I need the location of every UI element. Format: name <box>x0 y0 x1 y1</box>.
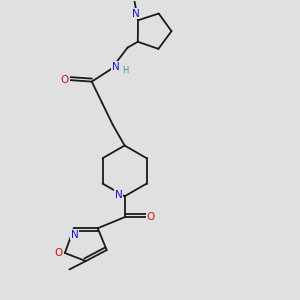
Text: N: N <box>70 230 78 240</box>
Text: O: O <box>54 248 62 258</box>
Text: N: N <box>115 190 122 200</box>
Text: N: N <box>132 9 140 19</box>
Text: N: N <box>112 62 119 72</box>
Text: O: O <box>147 212 155 222</box>
Text: O: O <box>61 75 69 85</box>
Text: H: H <box>122 66 129 75</box>
